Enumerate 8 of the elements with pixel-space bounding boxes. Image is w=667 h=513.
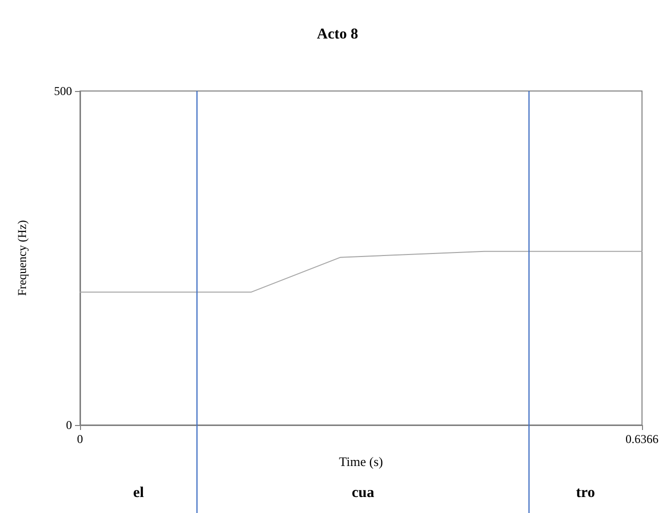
text: cua bbox=[352, 485, 375, 501]
text: tro bbox=[576, 485, 595, 501]
y-axis-title: Frequency (Hz) bbox=[15, 220, 29, 296]
chart-title: Acto 8 bbox=[316, 26, 358, 42]
x-axis-title: Time (s) bbox=[339, 454, 383, 469]
x-tick-label: 0.6366 bbox=[626, 432, 658, 446]
y-tick-label: 500 bbox=[54, 84, 72, 98]
text: el bbox=[133, 485, 144, 501]
